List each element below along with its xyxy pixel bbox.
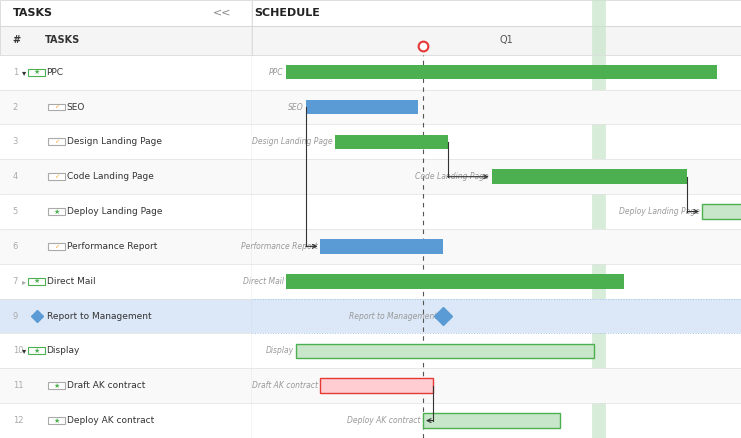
Text: ★: ★ [33, 69, 40, 75]
Text: TASKS: TASKS [13, 8, 53, 18]
FancyBboxPatch shape [320, 239, 442, 254]
FancyBboxPatch shape [48, 103, 65, 110]
Text: 3: 3 [13, 138, 18, 146]
Text: ✓: ✓ [54, 244, 59, 249]
Text: Report to Management: Report to Management [350, 311, 438, 321]
Text: Direct Mail: Direct Mail [47, 277, 96, 286]
FancyBboxPatch shape [252, 25, 741, 55]
Text: PPC: PPC [47, 67, 64, 77]
FancyBboxPatch shape [0, 229, 252, 264]
FancyBboxPatch shape [252, 299, 741, 333]
FancyBboxPatch shape [491, 170, 687, 184]
Text: Display: Display [265, 346, 293, 355]
FancyBboxPatch shape [28, 69, 44, 76]
FancyBboxPatch shape [320, 378, 338, 393]
FancyBboxPatch shape [28, 347, 44, 354]
Text: ✓: ✓ [54, 105, 59, 110]
Text: ★: ★ [53, 417, 60, 424]
Text: PPC: PPC [269, 67, 284, 77]
Text: 10: 10 [13, 346, 23, 355]
Text: Performance Report: Performance Report [67, 242, 157, 251]
FancyBboxPatch shape [0, 0, 252, 25]
Text: Deploy Landing Page: Deploy Landing Page [67, 207, 162, 216]
Text: ★: ★ [53, 208, 60, 215]
Text: Design Landing Page: Design Landing Page [252, 138, 333, 146]
FancyBboxPatch shape [252, 90, 741, 124]
Text: Deploy AK contract: Deploy AK contract [348, 416, 421, 425]
FancyBboxPatch shape [286, 274, 624, 289]
Text: ▾: ▾ [21, 67, 26, 77]
Text: ▸: ▸ [21, 277, 26, 286]
Text: Direct Mail: Direct Mail [243, 277, 284, 286]
Text: Deploy Landing Page: Deploy Landing Page [619, 207, 700, 216]
FancyBboxPatch shape [0, 90, 252, 124]
FancyBboxPatch shape [252, 229, 741, 264]
Text: Deploy AK contract: Deploy AK contract [67, 416, 154, 425]
Text: Draft AK contract: Draft AK contract [252, 381, 318, 390]
Text: #: # [13, 35, 21, 45]
Text: ★: ★ [33, 278, 40, 284]
FancyBboxPatch shape [506, 170, 687, 184]
Text: 4: 4 [13, 172, 18, 181]
Text: ✓: ✓ [54, 139, 59, 145]
FancyBboxPatch shape [335, 134, 448, 149]
Text: <<: << [213, 8, 231, 18]
Text: Performance Report: Performance Report [242, 242, 318, 251]
Text: 7: 7 [13, 277, 18, 286]
FancyBboxPatch shape [48, 208, 65, 215]
FancyBboxPatch shape [306, 100, 418, 114]
Text: Report to Management: Report to Management [47, 311, 151, 321]
FancyBboxPatch shape [0, 25, 252, 55]
Text: Design Landing Page: Design Landing Page [67, 138, 162, 146]
FancyBboxPatch shape [48, 138, 65, 145]
FancyBboxPatch shape [48, 382, 65, 389]
Text: Display: Display [47, 346, 80, 355]
FancyBboxPatch shape [413, 134, 448, 149]
Text: 6: 6 [13, 242, 18, 251]
Text: Q1: Q1 [499, 35, 513, 45]
Text: 9: 9 [13, 311, 18, 321]
Text: 1: 1 [13, 67, 18, 77]
FancyBboxPatch shape [320, 378, 433, 393]
FancyBboxPatch shape [423, 413, 560, 428]
FancyBboxPatch shape [286, 65, 717, 79]
FancyBboxPatch shape [48, 243, 65, 250]
FancyBboxPatch shape [252, 159, 741, 194]
FancyBboxPatch shape [296, 343, 594, 358]
FancyBboxPatch shape [0, 368, 252, 403]
FancyBboxPatch shape [0, 299, 252, 333]
Text: 11: 11 [13, 381, 23, 390]
Text: Code Landing Page: Code Landing Page [67, 172, 153, 181]
FancyBboxPatch shape [0, 159, 252, 194]
Text: Code Landing Page: Code Landing Page [416, 172, 489, 181]
Text: SEO: SEO [67, 102, 85, 112]
Text: ✓: ✓ [54, 174, 59, 179]
FancyBboxPatch shape [48, 173, 65, 180]
Text: ★: ★ [53, 383, 60, 389]
Text: ▾: ▾ [21, 346, 26, 355]
FancyBboxPatch shape [48, 417, 65, 424]
FancyBboxPatch shape [252, 368, 741, 403]
Text: 12: 12 [13, 416, 23, 425]
FancyBboxPatch shape [702, 204, 741, 219]
FancyBboxPatch shape [252, 0, 741, 25]
Text: TASKS: TASKS [45, 35, 81, 45]
Text: 2: 2 [13, 102, 18, 112]
Text: SEO: SEO [288, 102, 303, 112]
FancyBboxPatch shape [687, 65, 717, 79]
Text: SCHEDULE: SCHEDULE [254, 8, 320, 18]
Text: 5: 5 [13, 207, 18, 216]
Text: Draft AK contract: Draft AK contract [67, 381, 145, 390]
FancyBboxPatch shape [28, 278, 44, 285]
Text: ★: ★ [33, 348, 40, 354]
